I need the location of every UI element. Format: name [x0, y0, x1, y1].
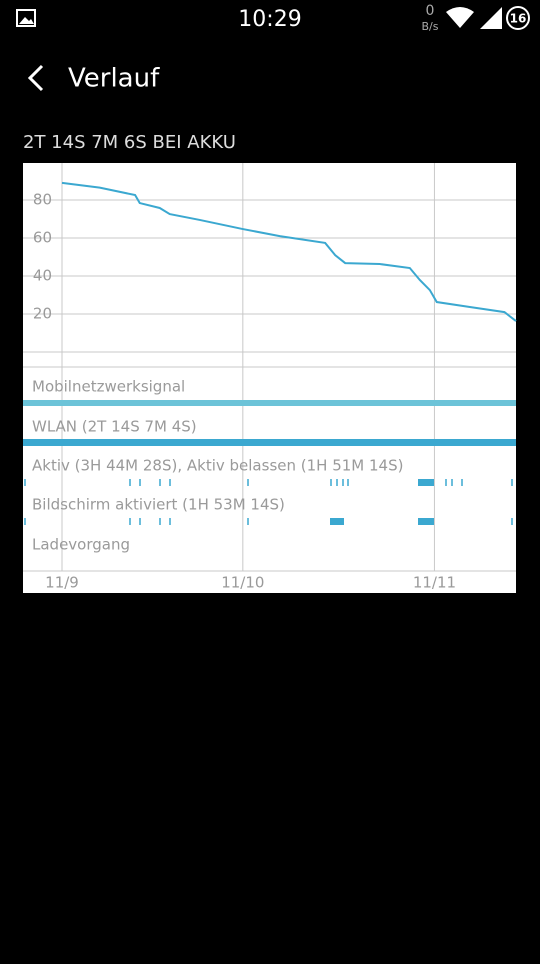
mobile-signal-bar	[23, 400, 516, 406]
x-tick-label: 11/9	[45, 574, 79, 592]
wlan-bar	[23, 439, 516, 446]
screen-ticks	[24, 518, 513, 525]
lane-label: Aktiv (3H 44M 28S), Aktiv belassen (1H 5…	[32, 457, 403, 475]
wifi-icon	[446, 7, 474, 28]
battery-level: 16	[510, 12, 527, 26]
page-title: Verlauf	[68, 64, 160, 94]
lane-label: Ladevorgang	[32, 536, 130, 554]
summary: 2T 14S 7M 6S BEI AKKU	[23, 132, 236, 153]
screen-block	[330, 518, 344, 525]
x-tick-label: 11/10	[221, 574, 264, 592]
net-speed: 0	[426, 3, 435, 19]
lane-label: WLAN (2T 14S 7M 4S)	[32, 418, 197, 436]
y-tick-label: 60	[33, 229, 52, 247]
y-tick-label: 20	[33, 305, 52, 323]
battery-line	[61, 181, 517, 322]
lane-label: Bildschirm aktiviert (1H 53M 14S)	[32, 496, 285, 514]
gallery-icon-shape	[19, 17, 34, 24]
back-button[interactable]	[27, 64, 44, 92]
clock: 10:29	[238, 7, 301, 32]
active-ticks	[24, 479, 513, 486]
y-tick-label: 40	[33, 267, 52, 285]
plot: 20 40 60 80 11/9 11/10 11/11	[23, 163, 517, 592]
battery-icon	[506, 6, 530, 30]
lane-label: Mobilnetzwerksignal	[32, 378, 185, 396]
signal-icon	[480, 7, 502, 29]
screen-block	[418, 518, 434, 525]
active-block	[418, 479, 434, 486]
gallery-icon	[16, 9, 36, 27]
net-speed-unit: B/s	[422, 20, 439, 33]
y-tick-label: 80	[33, 191, 52, 209]
x-tick-label: 11/11	[413, 574, 456, 592]
